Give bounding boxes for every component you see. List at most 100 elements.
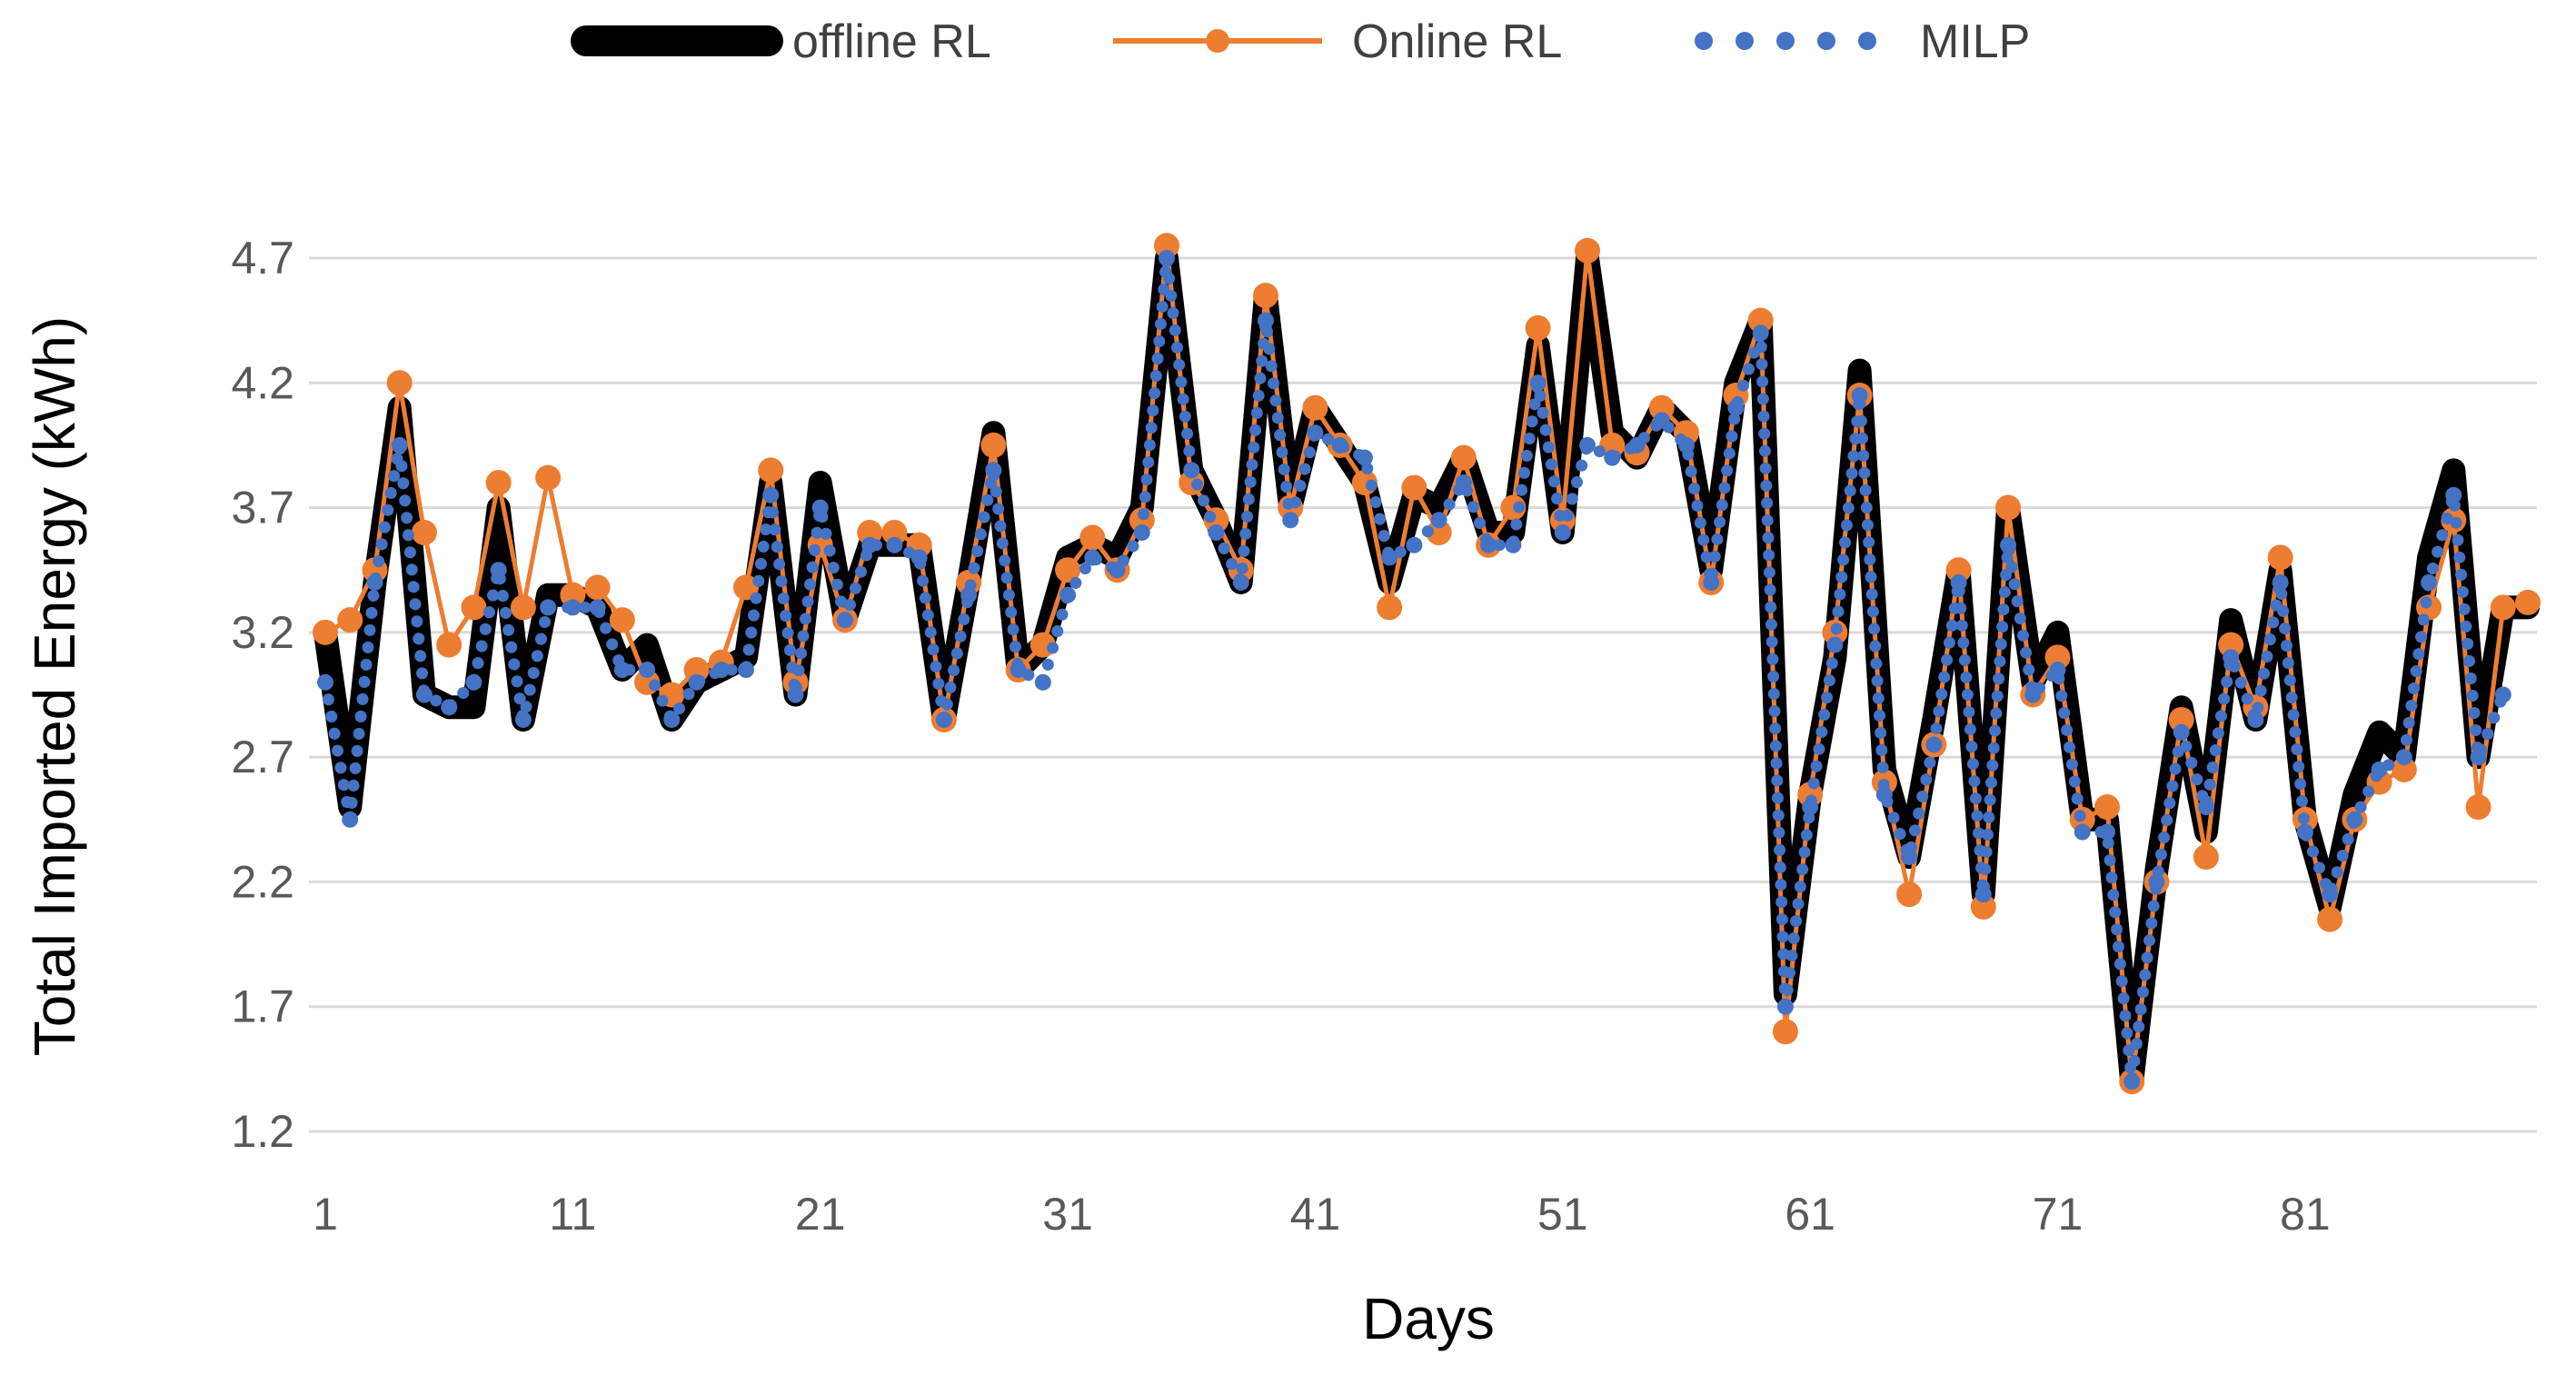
milp-point: [1727, 399, 1745, 416]
online-rl-point: [411, 520, 437, 546]
milp-point: [1133, 524, 1150, 542]
milp-point: [1183, 462, 1200, 479]
y-axis-ticks: 1.2 1.7 2.2 2.7 3.2 3.7 4.2 4.7: [231, 233, 294, 1157]
milp-point: [1381, 549, 1398, 566]
milp-point: [2494, 686, 2511, 703]
milp-point: [1752, 324, 1769, 342]
legend-marker-online-rl: [1206, 29, 1229, 53]
milp-point: [1455, 474, 1472, 492]
milp-point: [2000, 536, 2017, 553]
milp-point: [886, 536, 903, 553]
plot-area: [313, 233, 2541, 1095]
online-rl-point: [535, 464, 562, 491]
gridlines: [309, 256, 2537, 1133]
milp-point: [688, 673, 705, 691]
milp-point: [2197, 799, 2214, 816]
milp-point: [2173, 723, 2190, 741]
online-rl-point: [1055, 557, 1081, 583]
x-tick-label: 21: [795, 1189, 846, 1240]
milp-point: [2371, 761, 2388, 778]
x-tick-label: 11: [549, 1189, 596, 1240]
milp-point: [1554, 524, 1571, 542]
legend-label-milp: MILP: [1920, 15, 2030, 68]
y-tick-label: 2.2: [231, 856, 294, 907]
online-rl-point: [2193, 843, 2219, 870]
milp-point: [2445, 486, 2462, 503]
x-tick-label: 61: [1785, 1189, 1835, 1240]
milp-point: [1776, 998, 1794, 1015]
x-tick-label: 51: [1537, 1189, 1588, 1240]
milp-point: [1802, 799, 1819, 816]
milp-point: [2098, 823, 2115, 841]
online-rl-point: [386, 370, 413, 396]
milp-point: [1208, 524, 1225, 542]
x-tick-label: 71: [2033, 1189, 2084, 1240]
milp-point: [1950, 573, 1967, 591]
online-rl-point: [1377, 594, 1403, 621]
x-axis-title: Days: [1362, 1286, 1495, 1351]
milp-point: [985, 462, 1002, 479]
milp-point: [1875, 786, 1893, 803]
online-rl-point: [2094, 794, 2120, 821]
milp-point: [589, 599, 606, 616]
milp-point: [2296, 823, 2313, 841]
x-tick-label: 81: [2280, 1189, 2331, 1240]
online-rl-point: [609, 607, 635, 633]
online-rl-point: [1079, 524, 1106, 551]
milp-point: [2470, 749, 2487, 766]
milp-point: [1109, 562, 1126, 579]
online-rl-point: [1154, 233, 1180, 259]
series-markers-online-rl: [313, 233, 2541, 1095]
milp-point: [2148, 873, 2165, 891]
legend-swatch-milp: [1695, 32, 1876, 50]
milp-point: [2247, 711, 2264, 728]
milp-point: [2421, 573, 2438, 591]
y-tick-label: 2.7: [231, 732, 294, 782]
online-rl-point: [1945, 557, 1972, 583]
milp-point: [1529, 374, 1547, 392]
milp-point: [1505, 536, 1522, 553]
milp-point: [1925, 736, 1943, 753]
online-rl-point: [337, 607, 363, 633]
online-rl-point: [560, 582, 586, 608]
legend-dot-milp: [1858, 32, 1876, 50]
milp-point: [1356, 449, 1373, 466]
milp-point: [366, 573, 383, 591]
milp-point: [1677, 436, 1695, 453]
milp-point: [1628, 436, 1646, 453]
milp-point: [663, 711, 681, 728]
online-rl-point: [758, 457, 784, 483]
online-rl-point: [2044, 644, 2071, 671]
y-tick-label: 3.2: [231, 607, 294, 658]
milp-point: [935, 711, 952, 728]
milp-point: [342, 811, 359, 828]
milp-point: [2123, 1073, 2141, 1091]
online-rl-point: [461, 594, 487, 621]
legend: offline RL Online RL MILP: [571, 15, 2030, 68]
online-rl-point: [1575, 237, 1601, 264]
online-rl-point: [2267, 544, 2293, 571]
milp-point: [1257, 312, 1274, 329]
milp-point: [540, 599, 557, 616]
online-rl-point: [1970, 893, 1996, 920]
legend-dot-milp: [1736, 32, 1754, 50]
milp-point: [2272, 573, 2289, 591]
online-rl-point: [1426, 520, 1452, 546]
milp-point: [738, 662, 755, 679]
legend-item-offline-rl: offline RL: [571, 15, 991, 68]
y-tick-label: 1.2: [231, 1106, 294, 1157]
milp-point: [2322, 886, 2339, 903]
milp-point: [1406, 536, 1423, 553]
milp-point: [762, 486, 780, 503]
series-points-milp: [317, 250, 2511, 1091]
x-tick-label: 41: [1290, 1189, 1341, 1240]
milp-point: [1901, 848, 1918, 865]
legend-label-offline-rl: offline RL: [792, 15, 991, 68]
legend-label-online-rl: Online RL: [1352, 15, 1562, 68]
milp-point: [490, 562, 507, 579]
milp-point: [639, 662, 656, 679]
milp-point: [1653, 412, 1670, 429]
milp-point: [317, 673, 333, 691]
online-rl-point: [1450, 444, 1477, 471]
